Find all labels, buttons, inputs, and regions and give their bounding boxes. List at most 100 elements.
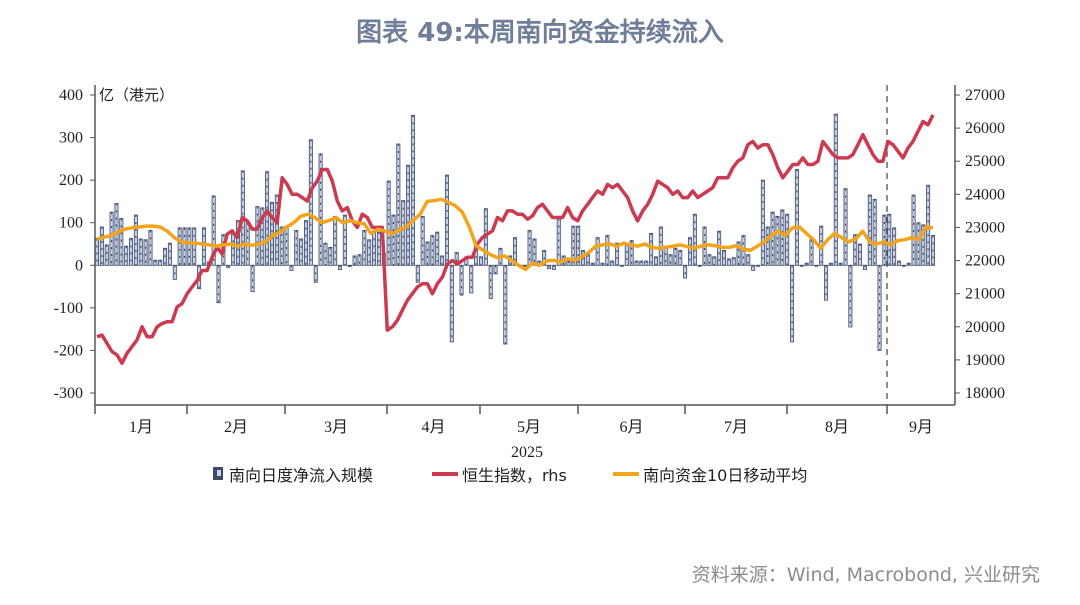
- bar: [770, 211, 775, 266]
- bar-rect: [104, 244, 109, 266]
- bar-rect: [401, 200, 406, 266]
- bar: [901, 264, 906, 267]
- bar: [372, 230, 377, 266]
- bar: [547, 264, 552, 270]
- bar-rect: [124, 245, 129, 266]
- bar: [226, 264, 231, 268]
- bar: [634, 260, 639, 266]
- bar: [712, 256, 717, 266]
- bar: [255, 206, 260, 266]
- bar: [435, 231, 440, 266]
- bar: [678, 249, 683, 266]
- legend-label-hsi: 恒生指数，rhs: [462, 466, 567, 485]
- bar-rect: [892, 227, 897, 266]
- bar: [551, 264, 556, 270]
- bar: [615, 242, 620, 266]
- bar: [590, 262, 595, 266]
- bar: [673, 247, 678, 266]
- bar: [722, 249, 727, 266]
- bar: [138, 238, 143, 266]
- left-tick-label: 200: [59, 172, 83, 189]
- bar: [828, 262, 833, 266]
- month-label: 1月: [129, 419, 153, 436]
- bar-rect: [790, 264, 795, 343]
- bar-rect: [926, 184, 931, 266]
- bar: [347, 264, 352, 267]
- bar: [896, 260, 901, 266]
- left-tick-label: 0: [75, 257, 83, 274]
- bar: [556, 218, 561, 266]
- bar: [124, 245, 129, 266]
- bar: [765, 226, 770, 266]
- bar: [109, 211, 114, 266]
- bar: [775, 215, 780, 266]
- bar: [542, 249, 547, 266]
- bar: [328, 247, 333, 266]
- right-tick-label: 26000: [965, 120, 1005, 137]
- bar: [294, 229, 299, 266]
- bar: [406, 164, 411, 266]
- bar: [600, 262, 605, 266]
- left-axis-unit-label: 亿（港元）: [99, 86, 174, 104]
- right-tick-label: 18000: [965, 385, 1005, 402]
- month-label: 8月: [825, 419, 849, 436]
- left-tick-label: -300: [54, 385, 83, 402]
- right-tick-label: 19000: [965, 352, 1005, 369]
- bar: [493, 264, 498, 275]
- bar: [338, 264, 343, 270]
- bar-rect: [167, 242, 172, 266]
- bar: [513, 237, 518, 266]
- bar-rect: [449, 264, 454, 343]
- bar: [639, 260, 644, 266]
- bar: [104, 244, 109, 266]
- bar: [814, 264, 819, 267]
- left-tick-label: 400: [59, 87, 83, 104]
- right-tick-label: 23000: [965, 219, 1005, 236]
- bar-rect: [843, 188, 848, 266]
- bar: [532, 238, 537, 266]
- bar-series: [95, 113, 936, 351]
- bar-rect: [624, 243, 629, 266]
- source-note: 资料来源：Wind, Macrobond, 兴业研究: [691, 564, 1040, 586]
- right-tick-label: 22000: [965, 253, 1005, 270]
- bar: [867, 194, 872, 266]
- bar: [308, 139, 313, 266]
- bar: [182, 227, 187, 266]
- bar: [809, 239, 814, 266]
- bar-rect: [765, 226, 770, 266]
- bar: [265, 171, 270, 266]
- bar-rect: [503, 264, 508, 345]
- legend: 南向日度净流入规模 恒生指数，rhs 南向资金10日移动平均: [213, 466, 807, 485]
- month-label: 4月: [421, 419, 445, 436]
- bar-rect: [99, 226, 104, 266]
- bar: [430, 235, 435, 266]
- bar: [367, 239, 372, 266]
- bar: [726, 258, 731, 266]
- bar: [605, 235, 610, 266]
- bar: [921, 224, 926, 266]
- bar-rect: [848, 264, 853, 328]
- ma10-line: [96, 197, 934, 272]
- bar: [833, 113, 838, 266]
- bar-rect: [444, 174, 449, 266]
- month-label: 3月: [324, 419, 348, 436]
- bar: [595, 237, 600, 266]
- bar: [799, 264, 804, 267]
- bar: [148, 229, 153, 266]
- bar: [362, 229, 367, 266]
- bar: [644, 260, 649, 266]
- bar: [692, 213, 697, 266]
- bar: [386, 180, 391, 266]
- bar: [527, 229, 532, 266]
- bar: [440, 255, 445, 266]
- bar: [872, 198, 877, 266]
- bar: [576, 225, 581, 266]
- bar: [571, 225, 576, 266]
- bar: [177, 227, 182, 266]
- bar: [478, 256, 483, 266]
- left-tick-label: 100: [59, 215, 83, 232]
- bar-rect: [425, 241, 430, 266]
- bar: [391, 214, 396, 266]
- bar: [357, 254, 362, 266]
- bar: [216, 264, 221, 304]
